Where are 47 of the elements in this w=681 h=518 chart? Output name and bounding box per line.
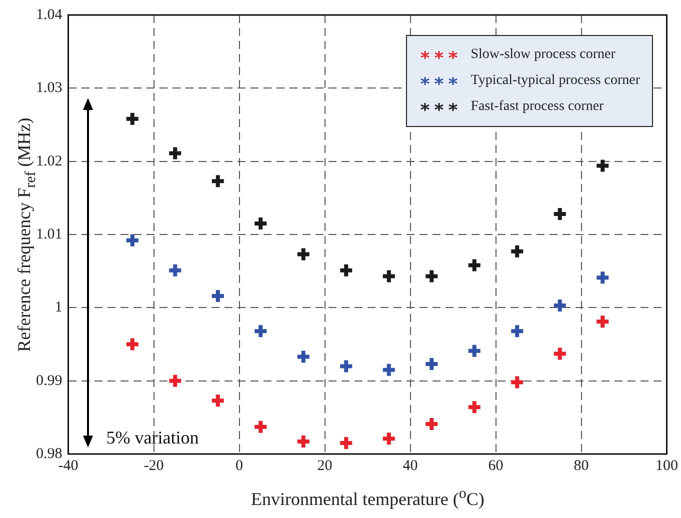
point <box>252 323 269 340</box>
point <box>380 268 397 284</box>
point <box>210 173 226 190</box>
legend-label: Slow-slow process corner <box>470 47 616 62</box>
x-tick-label: 20 <box>317 458 332 474</box>
point <box>594 314 611 330</box>
point <box>424 268 440 284</box>
point <box>167 372 184 389</box>
point <box>509 374 526 390</box>
x-tick-label: 40 <box>402 458 418 474</box>
point <box>466 399 482 416</box>
point <box>252 418 269 435</box>
point <box>424 416 440 432</box>
y-tick-label: 1 <box>54 300 62 316</box>
x-tick-label: 60 <box>488 458 504 474</box>
point <box>380 430 397 447</box>
point <box>509 323 526 340</box>
point <box>167 145 184 162</box>
point <box>594 270 611 286</box>
legend-label: Fast-fast process corner <box>470 99 604 114</box>
point <box>466 257 482 274</box>
point <box>167 262 184 278</box>
point <box>338 262 354 278</box>
point <box>124 232 140 248</box>
point <box>509 243 526 260</box>
y-tick-label: 1.03 <box>36 80 62 96</box>
x-tick-label: 80 <box>574 458 589 474</box>
point <box>124 336 140 352</box>
point <box>124 110 140 127</box>
point <box>295 246 312 262</box>
legend-label: Typical-typical process corner <box>470 73 640 88</box>
annotation: 5% variation <box>106 428 199 448</box>
point <box>380 362 397 378</box>
point <box>466 342 482 359</box>
y-tick-label: 0.99 <box>36 372 62 389</box>
point <box>295 348 312 365</box>
y-tick-label: 1.02 <box>36 153 62 170</box>
point <box>594 158 611 174</box>
x-tick-label: 100 <box>656 458 678 474</box>
x-tick-label: -20 <box>144 458 164 474</box>
x-axis-title: Environmental temperature ($^{o}$C) <box>251 486 484 510</box>
point <box>338 358 354 374</box>
y-tick-label: 1.01 <box>36 226 62 242</box>
point <box>210 392 226 409</box>
x-tick-label: 0 <box>236 458 243 474</box>
point <box>552 346 568 362</box>
y-tick-label: 1.04 <box>36 6 63 23</box>
